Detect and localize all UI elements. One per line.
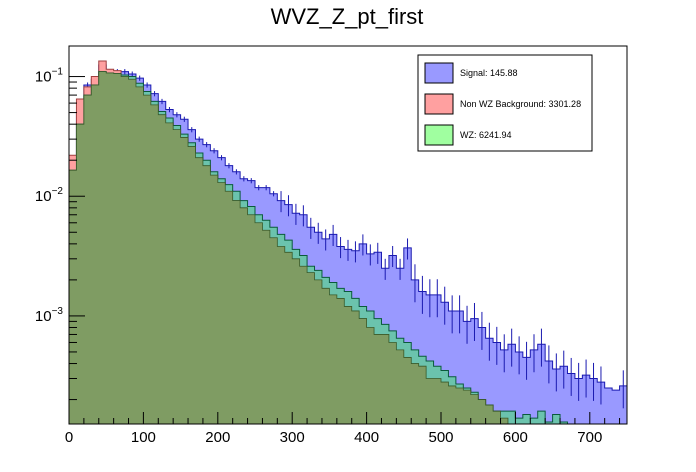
legend-label: Non WZ Background: 3301.28 (460, 99, 581, 109)
x-tick-label: 0 (65, 429, 73, 446)
chart-title: WVZ_Z_pt_first (271, 4, 424, 29)
x-tick-label: 500 (428, 429, 453, 446)
x-tick-label: 600 (503, 429, 528, 446)
y-tick-label: 10−3 (35, 306, 64, 325)
overlap-area (69, 71, 627, 424)
x-tick-label: 400 (354, 429, 379, 446)
y-tick-label: 10−1 (35, 67, 64, 86)
y-tick-label: 10−2 (35, 186, 64, 205)
legend-swatch (424, 124, 454, 146)
y-tick-base: 10 (35, 308, 52, 325)
legend-label: Signal: 145.88 (460, 68, 518, 78)
y-tick-exponent: −2 (52, 186, 64, 197)
y-tick-exponent: −1 (52, 67, 64, 78)
x-tick-label: 200 (205, 429, 230, 446)
legend-swatch (424, 93, 454, 115)
legend: Signal: 145.88 Non WZ Background: 3301.28… (417, 54, 593, 152)
x-tick-label: 300 (280, 429, 305, 446)
y-tick-base: 10 (35, 69, 52, 86)
x-tick-label: 700 (577, 429, 602, 446)
legend-swatch (424, 62, 454, 84)
y-tick-exponent: −3 (52, 306, 64, 317)
legend-label: WZ: 6241.94 (460, 130, 512, 140)
x-tick-label: 100 (131, 429, 156, 446)
y-tick-base: 10 (35, 188, 52, 205)
plot-frame (68, 45, 628, 425)
